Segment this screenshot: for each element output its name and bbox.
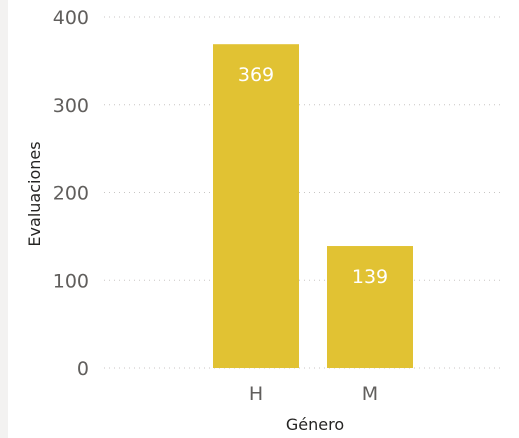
bar-M (327, 246, 413, 368)
x-tick-label-M: M (362, 383, 378, 405)
x-tick-label-H: H (249, 383, 263, 405)
y-tick-label-200: 200 (53, 183, 89, 205)
bars: 369 139 (213, 44, 413, 368)
data-label-M: 139 (352, 266, 388, 288)
data-label-H: 369 (238, 64, 274, 86)
y-tick-label-0: 0 (77, 358, 89, 380)
x-axis-title: Género (286, 415, 344, 434)
y-tick-label-300: 300 (53, 95, 89, 117)
left-edge-strip (0, 0, 8, 438)
y-axis-tick-labels: 0 100 200 300 400 (53, 7, 89, 380)
y-tick-label-100: 100 (53, 270, 89, 292)
bar-H (213, 44, 299, 368)
gridlines (104, 16, 500, 369)
y-tick-label-400: 400 (53, 7, 89, 29)
y-axis-title: Evaluaciones (25, 141, 44, 246)
